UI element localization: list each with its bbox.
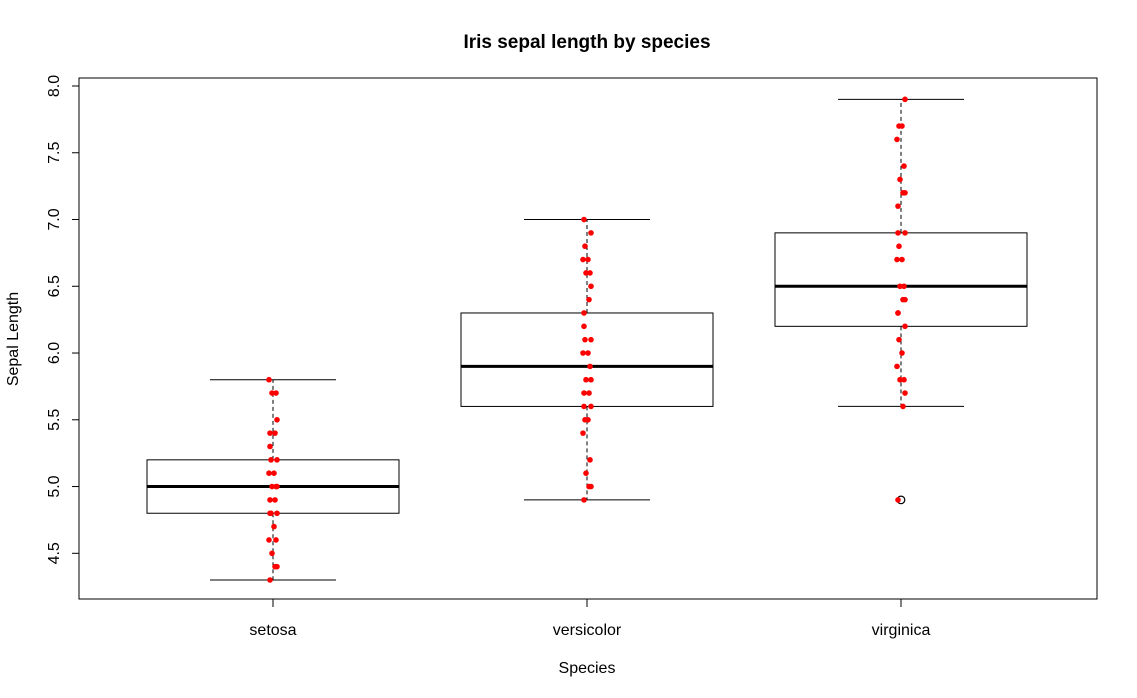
jitter-point-versicolor <box>588 283 594 290</box>
x-axis: setosa versicolor virginica <box>249 598 931 639</box>
jitter-point-versicolor <box>587 457 593 463</box>
jitter-point-virginica <box>895 310 901 316</box>
jitter-point-versicolor <box>581 323 587 330</box>
jitter-point-versicolor <box>588 336 594 343</box>
jitter-point-setosa <box>267 510 273 517</box>
y-tick-label: 7.0 <box>46 208 63 230</box>
jitter-point-virginica <box>897 376 903 383</box>
jitter-point-versicolor <box>588 483 594 490</box>
jitter-point-setosa <box>269 550 275 557</box>
jitter-point-virginica <box>902 230 908 236</box>
jitter-point-versicolor <box>580 350 586 356</box>
box-versicolor <box>460 312 714 407</box>
y-tick-label: 6.0 <box>46 342 63 364</box>
y-axis: 4.5 5.0 5.5 6.0 6.5 7.0 7.5 8.0 <box>46 75 80 564</box>
jitter-point-virginica <box>897 176 903 183</box>
jitter-point-versicolor <box>585 256 591 263</box>
jitter-point-setosa <box>267 430 273 436</box>
jitter-point-versicolor <box>586 296 592 303</box>
jitter-point-virginica <box>894 363 900 370</box>
jitter-point-versicolor <box>583 376 589 383</box>
jitter-point-versicolor <box>581 216 587 223</box>
jitter-point-versicolor <box>587 270 593 276</box>
jitter-point-versicolor <box>582 416 588 423</box>
jitter-point-setosa <box>268 457 274 463</box>
jitter-point-setosa <box>266 470 272 476</box>
jitter-point-setosa <box>274 563 280 570</box>
jitter-point-virginica <box>896 123 902 129</box>
jitter-point-virginica <box>900 403 906 410</box>
jitter-point-versicolor <box>583 270 589 276</box>
jitter-point-virginica <box>895 497 901 503</box>
jitter-point-setosa <box>274 457 280 463</box>
x-axis-title: Species <box>559 660 616 677</box>
jitter-point-versicolor <box>580 256 586 263</box>
jitter-point-setosa <box>271 470 277 476</box>
jitter-point-virginica <box>895 203 901 209</box>
x-tick-label: virginica <box>872 622 931 639</box>
jitter-point-setosa <box>267 577 273 583</box>
jitter-point-virginica <box>902 96 908 103</box>
jitter-point-setosa <box>274 510 280 517</box>
x-tick-label: setosa <box>249 622 296 639</box>
jitter-point-setosa <box>267 497 273 503</box>
jitter-point-virginica <box>902 190 908 196</box>
jitter-point-virginica <box>902 323 908 330</box>
jitter-point-versicolor <box>581 497 587 503</box>
jitter-point-setosa <box>273 537 279 543</box>
jitter-point-versicolor <box>586 390 592 396</box>
jitter-point-virginica <box>902 390 908 396</box>
jitter-point-virginica <box>901 283 907 290</box>
jitter-point-versicolor <box>587 363 593 370</box>
jitter-point-versicolor <box>588 403 594 410</box>
jitter-point-versicolor <box>581 390 587 396</box>
jitter-point-virginica <box>895 230 901 236</box>
jitter-point-setosa <box>266 376 272 383</box>
jitter-point-setosa <box>273 390 279 396</box>
jitter-point-setosa <box>269 390 275 396</box>
y-tick-label: 8.0 <box>46 75 63 97</box>
y-tick-label: 5.5 <box>46 409 63 431</box>
jitter-point-setosa <box>272 430 278 436</box>
jitter-point-versicolor <box>588 376 594 383</box>
jitter-point-setosa <box>269 483 275 490</box>
jitter-point-virginica <box>894 136 900 143</box>
jitter-point-setosa <box>273 483 279 490</box>
jitter-point-versicolor <box>582 336 588 343</box>
jitter-point-virginica <box>896 243 902 250</box>
jitter-point-setosa <box>274 416 280 423</box>
jitter-point-versicolor <box>580 430 586 436</box>
y-tick-label: 4.5 <box>46 542 63 564</box>
jitter-point-setosa <box>267 443 273 450</box>
jitter-point-versicolor <box>582 243 588 250</box>
jitter-point-versicolor <box>581 403 587 410</box>
jitter-point-virginica <box>902 296 908 303</box>
jitter-point-virginica <box>899 350 905 356</box>
box-virginica <box>774 232 1028 327</box>
jitter-point-virginica <box>901 163 907 169</box>
jitter-point-virginica <box>901 376 907 383</box>
point-series <box>266 96 908 583</box>
y-tick-label: 5.0 <box>46 475 63 497</box>
chart-title: Iris sepal length by species <box>463 32 710 53</box>
y-tick-label: 7.5 <box>46 142 63 164</box>
jitter-point-setosa <box>271 523 277 530</box>
jitter-point-versicolor <box>581 310 587 316</box>
jitter-point-virginica <box>894 256 900 263</box>
jitter-point-virginica <box>899 256 905 263</box>
x-tick-label: versicolor <box>553 622 622 639</box>
jitter-point-versicolor <box>585 350 591 356</box>
jitter-point-versicolor <box>588 230 594 236</box>
jitter-point-setosa <box>272 497 278 503</box>
y-axis-title: Sepal Length <box>5 292 22 386</box>
jitter-point-versicolor <box>583 470 589 476</box>
jitter-point-virginica <box>897 283 903 290</box>
y-tick-label: 6.5 <box>46 275 63 297</box>
jitter-point-setosa <box>266 537 272 543</box>
jitter-point-virginica <box>896 336 902 343</box>
